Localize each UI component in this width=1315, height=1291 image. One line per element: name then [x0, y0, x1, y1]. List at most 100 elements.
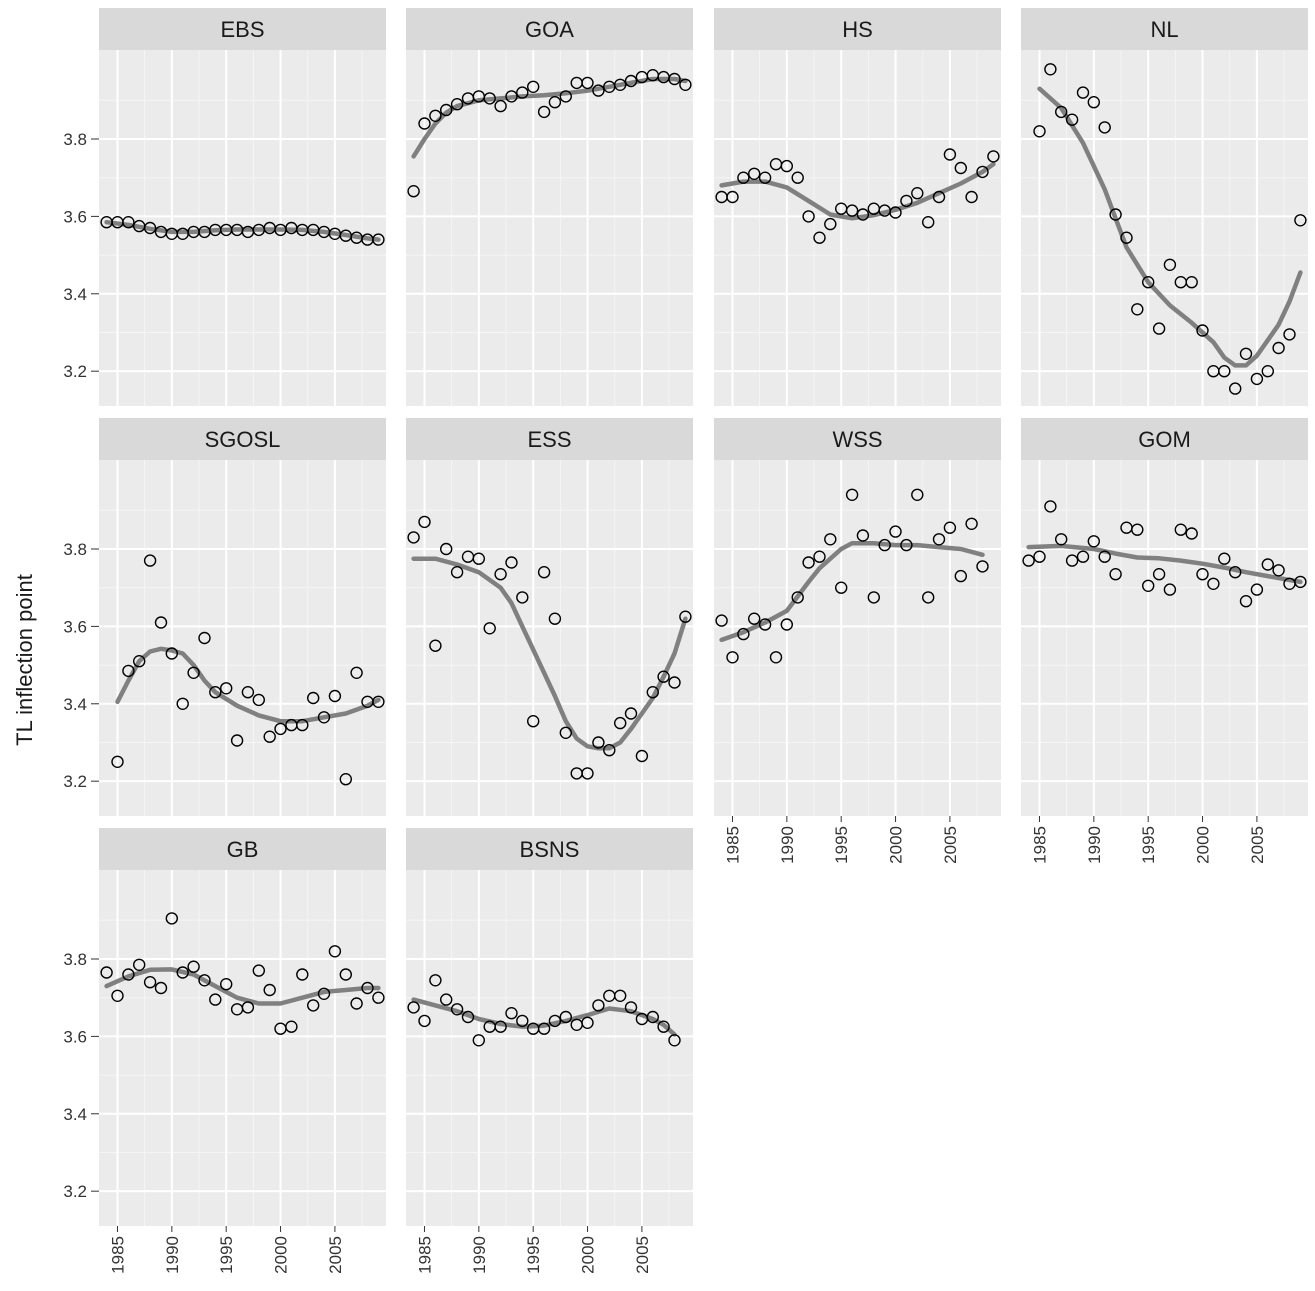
x-tick-label: 1995 [524, 1236, 543, 1274]
data-point [483, 92, 496, 105]
data-point [1250, 583, 1264, 596]
data-point [1098, 121, 1111, 134]
data-point [922, 215, 935, 229]
data-point [559, 726, 572, 739]
data-point [624, 74, 638, 88]
data-point [976, 165, 989, 179]
data-point [1272, 564, 1285, 577]
data-point [1109, 568, 1122, 581]
panel-ess: ESS [406, 418, 693, 816]
data-point [668, 676, 681, 689]
data-point [339, 968, 352, 981]
data-point [494, 568, 507, 581]
data-point [813, 231, 826, 244]
data-point [1098, 550, 1111, 563]
y-tick-label: 3.8 [63, 950, 87, 969]
data-point [307, 691, 320, 705]
data-point [1076, 550, 1090, 563]
data-point [1218, 365, 1231, 378]
panel-title: EBS [220, 17, 264, 42]
data-point [537, 105, 551, 119]
data-point [527, 715, 540, 728]
data-point [791, 591, 804, 604]
data-point [889, 206, 902, 219]
panel-background [714, 460, 1001, 816]
data-point [878, 538, 891, 552]
panel-title: GB [227, 837, 259, 862]
data-point [1152, 322, 1166, 335]
data-point [624, 707, 638, 720]
data-point [1141, 276, 1155, 289]
data-point [1076, 86, 1090, 99]
data-point [483, 622, 496, 635]
smooth-line [411, 556, 688, 751]
data-point [856, 529, 870, 542]
panel-strip [714, 8, 1001, 50]
data-point [1141, 579, 1155, 592]
data-point [230, 734, 244, 747]
data-point [1196, 324, 1209, 337]
data-point [1185, 527, 1198, 540]
data-point [624, 1001, 638, 1014]
data-point [726, 190, 739, 204]
data-point [581, 1016, 594, 1029]
data-point [143, 221, 157, 235]
data-point [679, 610, 692, 623]
panel-strip [1021, 8, 1308, 50]
data-point [122, 968, 135, 981]
data-point [824, 217, 837, 231]
data-point [748, 612, 761, 625]
data-point [911, 488, 924, 501]
panel-strip [1021, 418, 1308, 460]
panel-strip [99, 828, 386, 870]
data-point [1261, 558, 1275, 571]
data-point [856, 208, 870, 221]
data-point [889, 525, 902, 538]
data-point [824, 533, 837, 546]
data-point [791, 171, 804, 184]
x-tick-label: 2005 [326, 1236, 345, 1274]
data-point [450, 566, 464, 579]
data-point [1054, 533, 1068, 546]
data-point [198, 974, 211, 987]
panel-title: GOM [1138, 427, 1191, 452]
data-point [559, 1010, 572, 1024]
data-point [350, 997, 363, 1010]
data-point [328, 945, 342, 958]
data-point [187, 666, 200, 679]
data-point [505, 556, 518, 569]
data-point [494, 99, 507, 113]
data-point [494, 1020, 507, 1033]
data-point [440, 993, 453, 1006]
x-tick-label: 2000 [887, 826, 906, 864]
data-point [900, 194, 913, 208]
data-point [646, 686, 659, 699]
data-point [372, 233, 385, 246]
data-point [317, 987, 331, 1000]
x-tick-label: 2005 [633, 1236, 652, 1274]
panel-title: NL [1150, 17, 1178, 42]
panel-ebs: EBS 3.2 3.4 3.6 3.8 [63, 8, 386, 406]
data-point [537, 566, 551, 579]
panel-gom: GOM 1985 1990 1995 2000 2005 [1021, 418, 1308, 864]
data-point [758, 618, 772, 631]
data-point [1163, 583, 1177, 596]
data-point [1044, 500, 1057, 513]
data-point [780, 159, 793, 173]
data-point [845, 204, 859, 217]
data-point [176, 697, 189, 710]
data-point [679, 78, 692, 92]
data-point [1033, 125, 1046, 138]
data-point [209, 686, 222, 699]
panel-background [1021, 50, 1308, 406]
x-tick-label: 1990 [470, 1236, 489, 1274]
y-tick-label: 3.6 [63, 207, 87, 226]
smooth-line [1037, 86, 1303, 368]
panel-strip [714, 418, 1001, 460]
x-tick-label: 1990 [163, 1236, 182, 1274]
data-point [537, 1022, 551, 1035]
data-point [900, 538, 913, 552]
data-point [1022, 554, 1035, 567]
data-point [1109, 208, 1122, 221]
data-point [965, 517, 978, 530]
